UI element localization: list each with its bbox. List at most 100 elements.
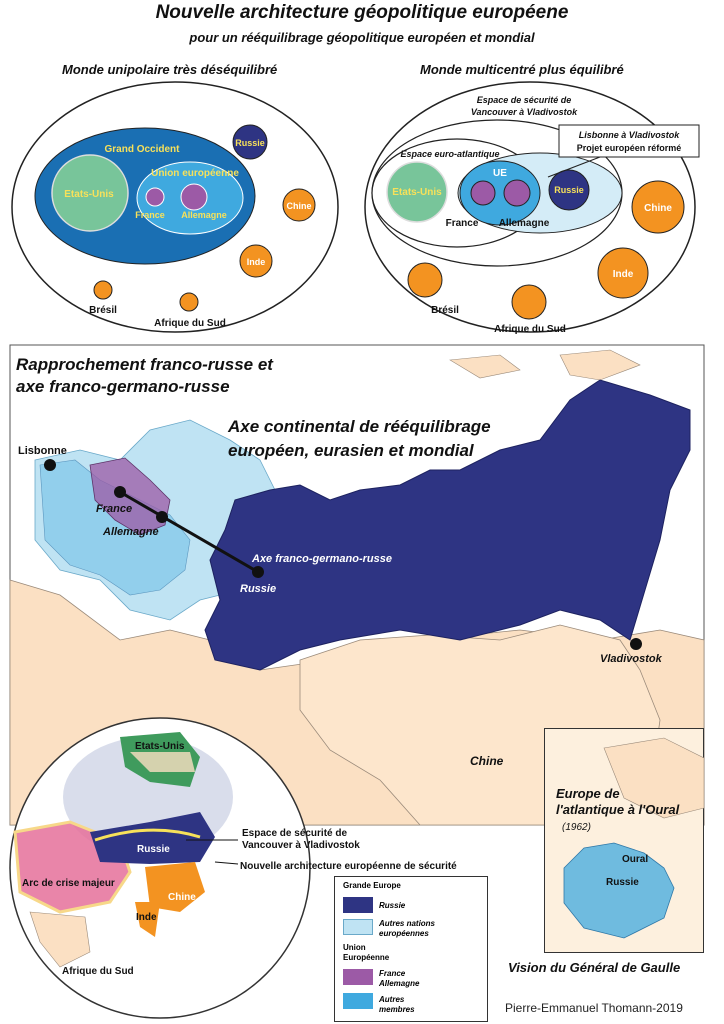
legend-union-1: Union	[343, 943, 366, 952]
inset-land-north	[603, 737, 704, 819]
arctic-island	[559, 349, 641, 381]
axis-arrow	[94, 828, 201, 842]
russia-region	[204, 379, 691, 671]
china-label: Chine	[644, 203, 672, 214]
legend-other-members-2: membres	[379, 1005, 415, 1014]
china-label: Chine	[286, 201, 311, 211]
globe-russia-label: Russie	[137, 844, 170, 855]
page-title: Nouvelle architecture géopolitique europ…	[155, 2, 569, 23]
india-circle	[597, 247, 649, 299]
germany-label: Allemagne	[499, 218, 550, 229]
map-title-2: axe franco-germano-russe	[16, 377, 230, 396]
south-africa-circle	[179, 292, 199, 312]
inset-year: (1962)	[562, 822, 591, 833]
security-space-label-1: Espace de sécurité de	[477, 95, 572, 105]
china-circle	[282, 188, 316, 222]
legend-other-members-1: Autres	[379, 995, 405, 1004]
euro-atlantic-label: Espace euro-atlantique	[400, 149, 499, 159]
axis-title-2: européen, eurasien et mondial	[228, 441, 475, 460]
russia-marker	[252, 566, 264, 578]
usa-land	[130, 752, 195, 772]
germany-circle	[180, 183, 208, 211]
india-label: Inde	[613, 269, 634, 280]
china-label: Chine	[470, 754, 504, 768]
legend-france-germany-1: France	[379, 969, 406, 978]
france-circle	[145, 187, 165, 207]
legend-swatch-other-nations	[343, 919, 373, 935]
degaulle-inset: Europe de l'atlantique à l'Oural (1962) …	[544, 728, 704, 953]
legend-france-germany-2: Allemagne	[379, 979, 420, 988]
inset-russia-label: Russie	[606, 877, 639, 888]
legend-grande-europe: Grande Europe	[343, 881, 401, 890]
eu-label: Union européenne	[151, 168, 239, 179]
germany-label: Allemagne	[181, 210, 227, 220]
legend-swatch-russia	[343, 897, 373, 913]
map-title-1: Rapprochement franco-russe et	[16, 355, 274, 374]
ue-label: UE	[493, 168, 507, 179]
usa-label: Etats-Unis	[392, 187, 442, 198]
legend-swatch-other-members	[343, 993, 373, 1009]
legend-box: Grande Europe Russie Autres nations euro…	[334, 876, 488, 1022]
russia-label: Russie	[235, 138, 265, 148]
legend-other-members-label: Autres membres	[379, 995, 415, 1015]
usa-label: Etats-Unis	[64, 189, 114, 200]
globe-architecture-label: Nouvelle architecture européenne de sécu…	[240, 861, 457, 872]
usa-circle	[386, 161, 448, 223]
lisbon-marker	[44, 459, 56, 471]
globe-china-label: Chine	[168, 892, 196, 903]
globe-security-label-2: Vancouver à Vladivostok	[242, 840, 360, 851]
arctic-island	[449, 354, 521, 379]
legend-swatch-france-germany	[343, 969, 373, 985]
inset-caption: Vision du Général de Gaulle	[508, 960, 681, 975]
russia-circle	[232, 124, 268, 160]
ue-ellipse	[459, 160, 541, 226]
france-circle	[470, 180, 496, 206]
france-label: France	[96, 503, 132, 515]
germany-marker	[156, 511, 168, 523]
unipolar-title: Monde unipolaire très déséquilibré	[62, 62, 278, 77]
axis-title-1: Axe continental de rééquilibrage	[227, 417, 491, 436]
legend-other-nations-label: Autres nations européennes	[379, 919, 435, 939]
inset-title-2: l'atlantique à l'Oural	[556, 802, 680, 817]
vladivostok-label: Vladivostok	[600, 653, 663, 665]
china-globe-region	[145, 862, 205, 912]
globe-inset: Etats-Unis Russie Chine Inde Arc de cris…	[9, 717, 311, 1019]
south-africa-circle	[511, 284, 547, 320]
brazil-label: Brésil	[89, 305, 117, 316]
france-label: France	[446, 218, 479, 229]
south-africa-label: Afrique du Sud	[154, 318, 226, 329]
india-label: Inde	[247, 257, 266, 267]
lisbon-label: Lisbonne	[18, 445, 67, 457]
inset-title-1: Europe de	[556, 786, 620, 801]
multicentre-diagram: Espace de sécurité de Vancouver à Vladiv…	[364, 81, 700, 335]
inset-oural-label: Oural	[622, 854, 648, 865]
france-label: France	[135, 210, 165, 220]
legend-union-2: Européenne	[343, 953, 390, 962]
germany-label: Allemagne	[102, 526, 159, 538]
legend-france-germany-label: France Allemagne	[379, 969, 419, 989]
globe-security-label: Espace de sécurité de Vancouver à Vladiv…	[242, 828, 360, 852]
page-subtitle: pour un rééquilibrage géopolitique europ…	[189, 30, 535, 45]
legend-russia-label: Russie	[379, 901, 406, 910]
brazil-circle	[407, 262, 443, 298]
lisbon-label-1: Lisbonne à Vladivostok	[579, 130, 681, 140]
credit: Pierre-Emmanuel Thomann-2019	[505, 1001, 683, 1015]
india-globe-region	[135, 902, 160, 937]
architecture-pointer	[214, 861, 239, 865]
legend-other-nations-2: européennes	[379, 929, 429, 938]
africa-region	[29, 911, 91, 968]
inset-europe-region	[563, 842, 675, 939]
russia-circle	[548, 169, 590, 211]
lisbon-label-2: Projet européen réformé	[577, 143, 682, 153]
globe-usa-label: Etats-Unis	[135, 741, 185, 752]
russia-globe-region	[90, 812, 215, 864]
france-marker	[114, 486, 126, 498]
axis-line	[119, 490, 259, 574]
grand-occident-label: Grand Occident	[104, 144, 180, 155]
crisis-arc-label: Arc de crise majeur	[22, 878, 115, 889]
brazil-label: Brésil	[431, 305, 459, 316]
legend-union-label: Union Européenne	[343, 943, 389, 963]
brazil-circle	[93, 280, 113, 300]
india-circle	[239, 244, 273, 278]
vladivostok-marker	[630, 638, 642, 650]
